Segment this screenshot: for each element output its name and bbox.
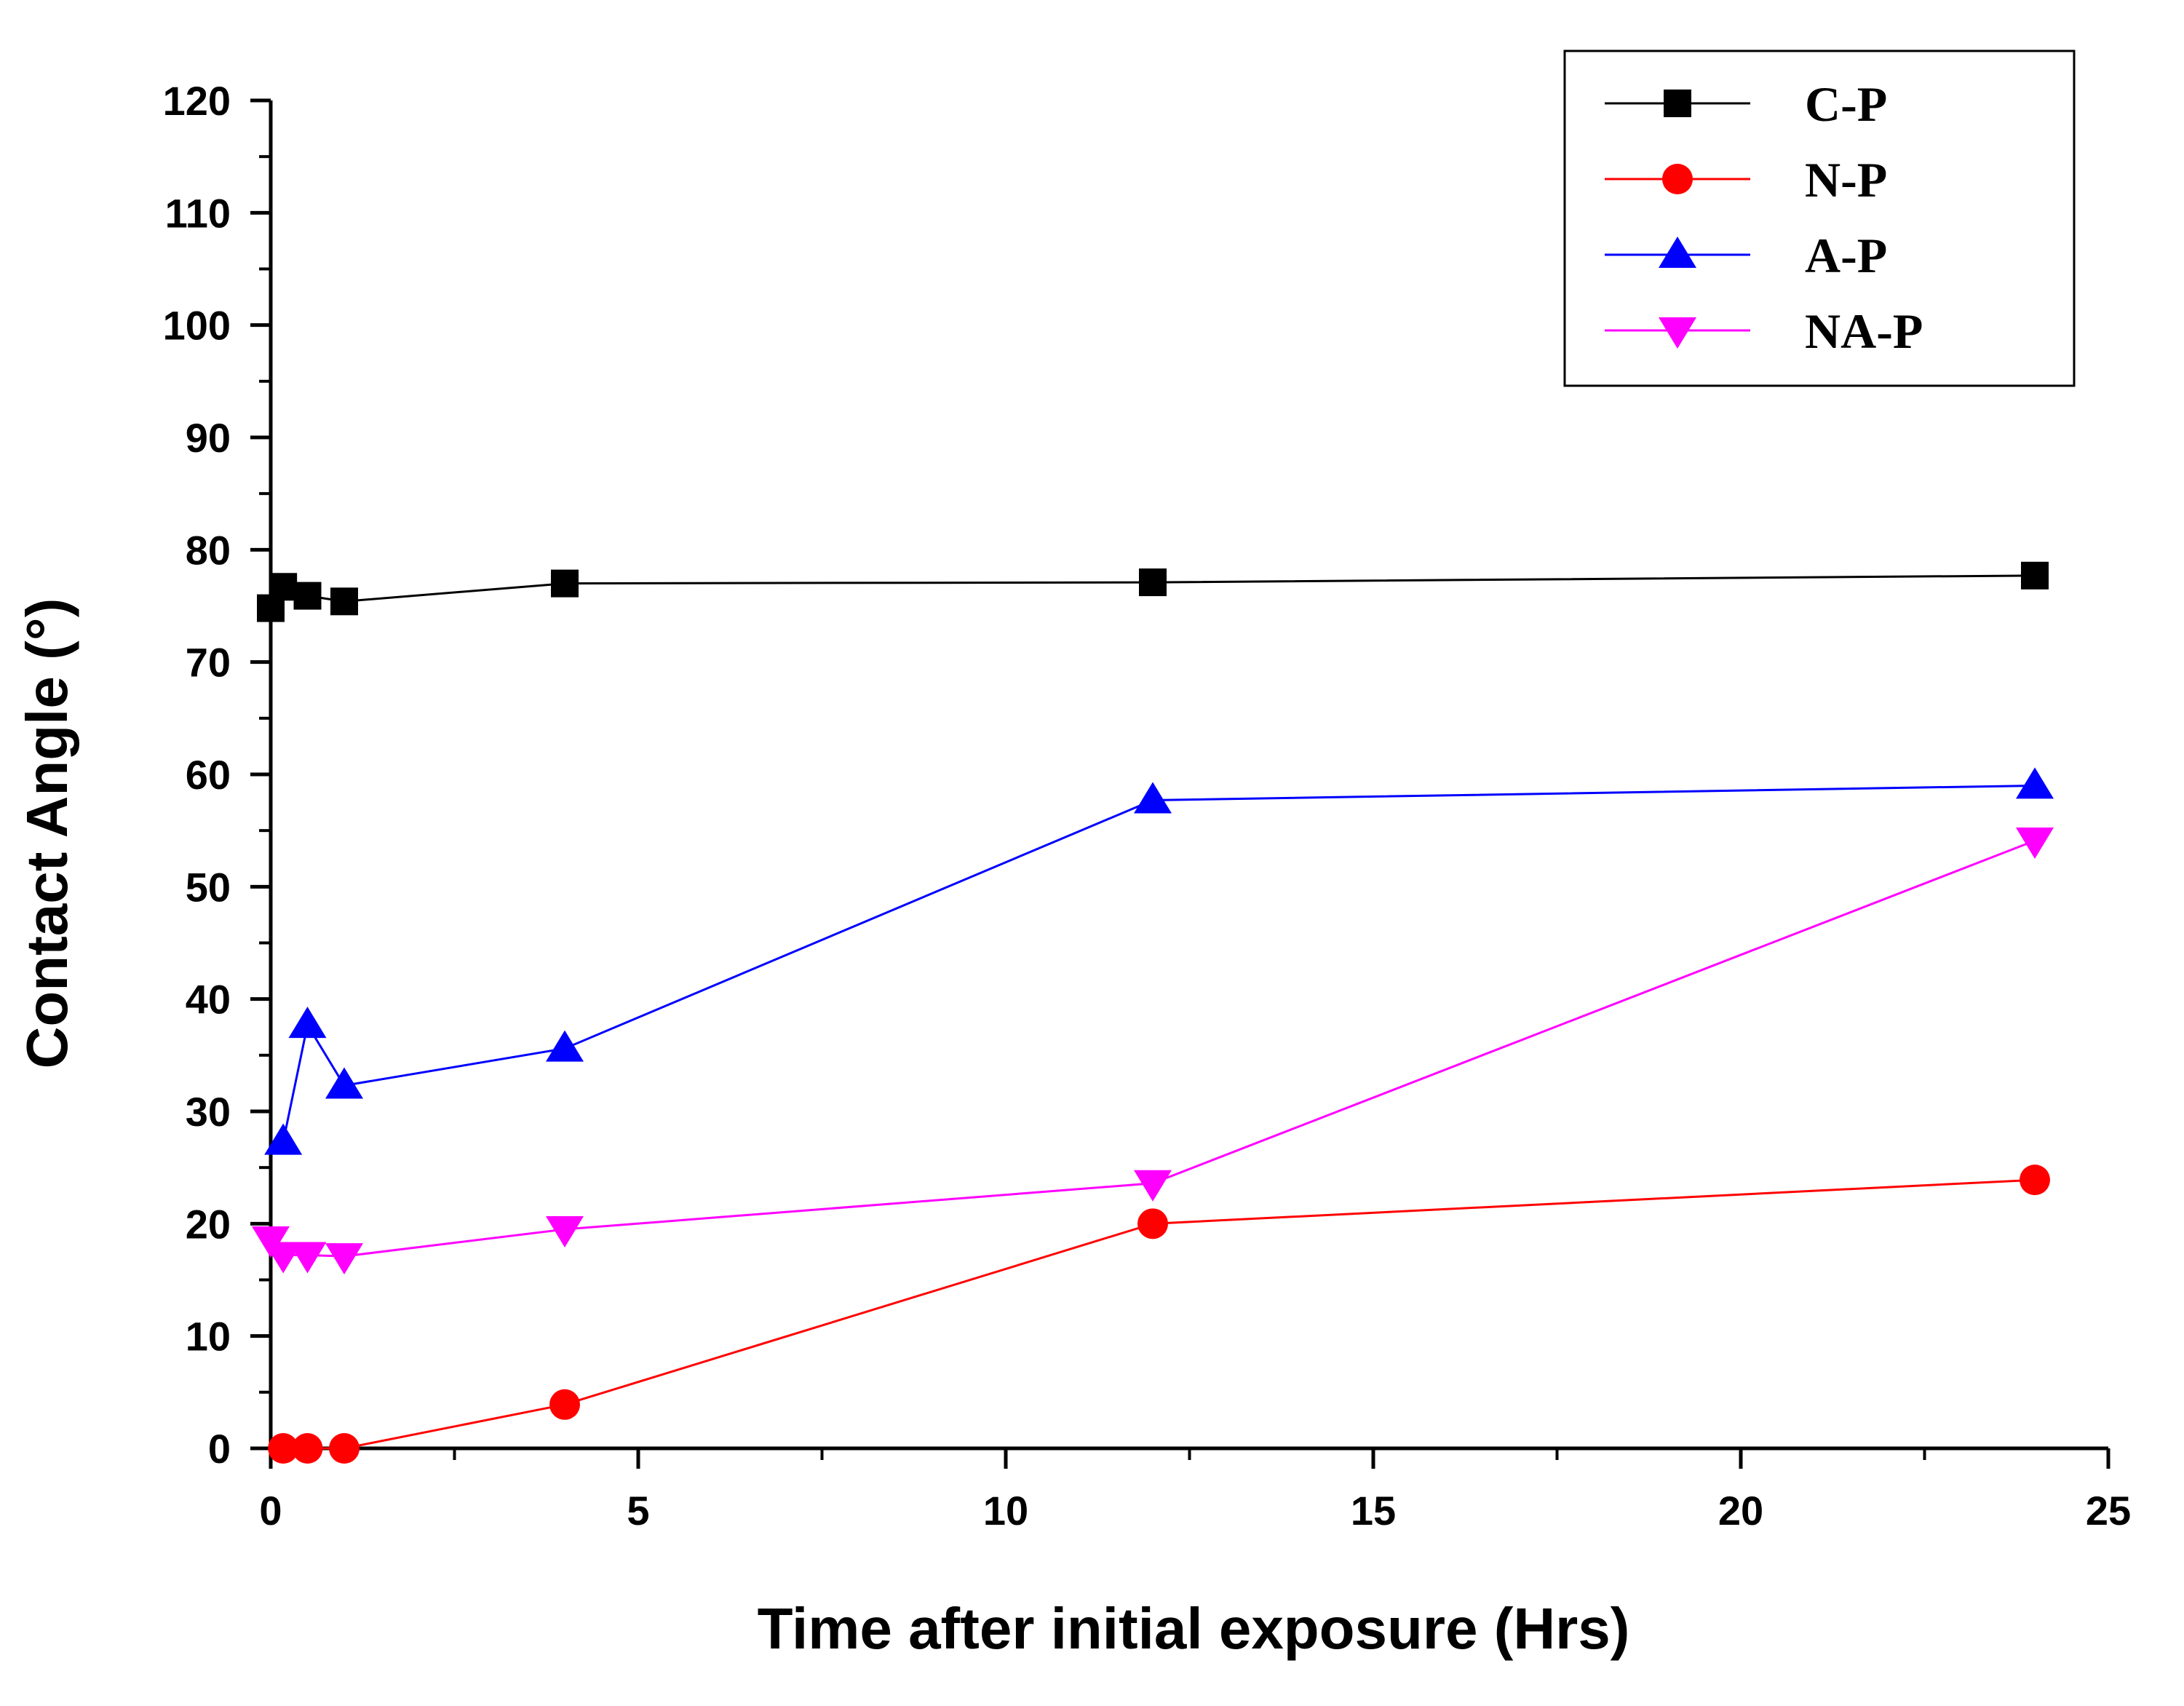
y-tick-label: 10: [186, 1314, 231, 1360]
x-tick-label: 25: [2086, 1488, 2131, 1534]
data-point-na-p: [546, 1216, 584, 1248]
data-point-c-p: [293, 582, 322, 610]
data-point-na-p: [1134, 1170, 1172, 1202]
legend-label: NA-P: [1805, 303, 1923, 359]
data-point-n-p: [1137, 1208, 1168, 1239]
data-point-c-p: [269, 573, 298, 601]
series-lines: [269, 574, 2036, 1450]
y-tick-label: 80: [186, 527, 231, 573]
legend-label: N-P: [1805, 152, 1887, 207]
x-tick-label: 0: [259, 1488, 282, 1534]
data-point-c-p: [330, 587, 358, 616]
data-point-a-p: [2016, 767, 2054, 799]
data-point-c-p: [2021, 561, 2049, 590]
x-tick-label: 5: [627, 1488, 649, 1534]
data-point-na-p: [288, 1242, 327, 1274]
data-point-na-p: [264, 1242, 303, 1274]
y-tick-label: 30: [186, 1089, 231, 1135]
data-point-a-p: [264, 1123, 303, 1155]
y-tick-label: 120: [163, 78, 231, 124]
data-point-a-p: [325, 1067, 363, 1099]
data-point-n-p: [2020, 1165, 2050, 1196]
legend: C-P N-P A-P NA-P: [1563, 49, 2076, 387]
y-tick-label: 90: [186, 415, 231, 461]
x-axis-label: Time after initial exposure (Hrs): [758, 1596, 1630, 1661]
y-tick-label: 110: [165, 190, 231, 236]
x-axis-ticks: 0 5 10 15 20 25: [259, 1448, 2131, 1534]
series-line-a-p: [282, 784, 2036, 1142]
legend-label: C-P: [1805, 76, 1887, 132]
y-tick-label: 20: [186, 1201, 231, 1247]
data-point-n-p: [549, 1389, 580, 1420]
y-axis-ticks: 0 10 20 30 40 50 60 70 80 90 100 110 120: [163, 78, 271, 1472]
x-tick-label: 15: [1351, 1488, 1396, 1534]
legend-marker: [1659, 317, 1696, 349]
data-point-a-p: [288, 1007, 327, 1039]
data-point-c-p: [1139, 568, 1167, 597]
x-tick-label: 10: [983, 1488, 1028, 1534]
y-tick-label: 0: [208, 1426, 231, 1472]
x-tick-label: 20: [1718, 1488, 1763, 1534]
y-tick-label: 50: [186, 864, 231, 910]
data-point-a-p: [1134, 782, 1172, 814]
data-point-na-p: [325, 1243, 363, 1275]
legend-marker: [1659, 237, 1696, 268]
y-tick-label: 40: [186, 977, 231, 1023]
y-axis-label: Contact Angle (°): [15, 598, 79, 1069]
y-tick-label: 70: [186, 640, 231, 686]
y-tick-label: 60: [186, 752, 231, 798]
data-point-na-p: [252, 1226, 290, 1258]
legend-label: A-P: [1805, 228, 1887, 283]
legend-marker: [1664, 90, 1691, 117]
data-point-na-p: [2016, 828, 2054, 860]
y-tick-label: 100: [163, 303, 231, 349]
legend-marker: [1662, 164, 1693, 194]
data-point-a-p: [546, 1030, 584, 1062]
data-point-n-p: [329, 1433, 360, 1464]
data-point-n-p: [268, 1433, 299, 1464]
data-point-c-p: [551, 569, 579, 598]
series-markers: [252, 561, 2054, 1464]
data-point-n-p: [292, 1433, 323, 1464]
